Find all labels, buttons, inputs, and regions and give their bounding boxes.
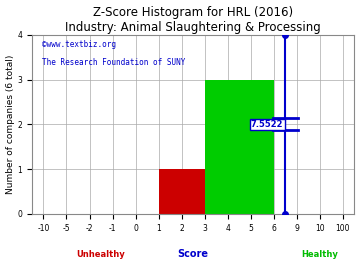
Y-axis label: Number of companies (6 total): Number of companies (6 total) [5,55,14,194]
Text: 7.5522: 7.5522 [251,120,283,129]
Text: Healthy: Healthy [301,250,338,259]
X-axis label: Score: Score [178,249,209,259]
Title: Z-Score Histogram for HRL (2016)
Industry: Animal Slaughtering & Processing: Z-Score Histogram for HRL (2016) Industr… [65,6,321,33]
Bar [159,169,205,214]
Bar [205,79,274,214]
Text: ©www.textbiz.org: ©www.textbiz.org [42,40,116,49]
Text: The Research Foundation of SUNY: The Research Foundation of SUNY [42,58,185,67]
Text: Unhealthy: Unhealthy [77,250,125,259]
